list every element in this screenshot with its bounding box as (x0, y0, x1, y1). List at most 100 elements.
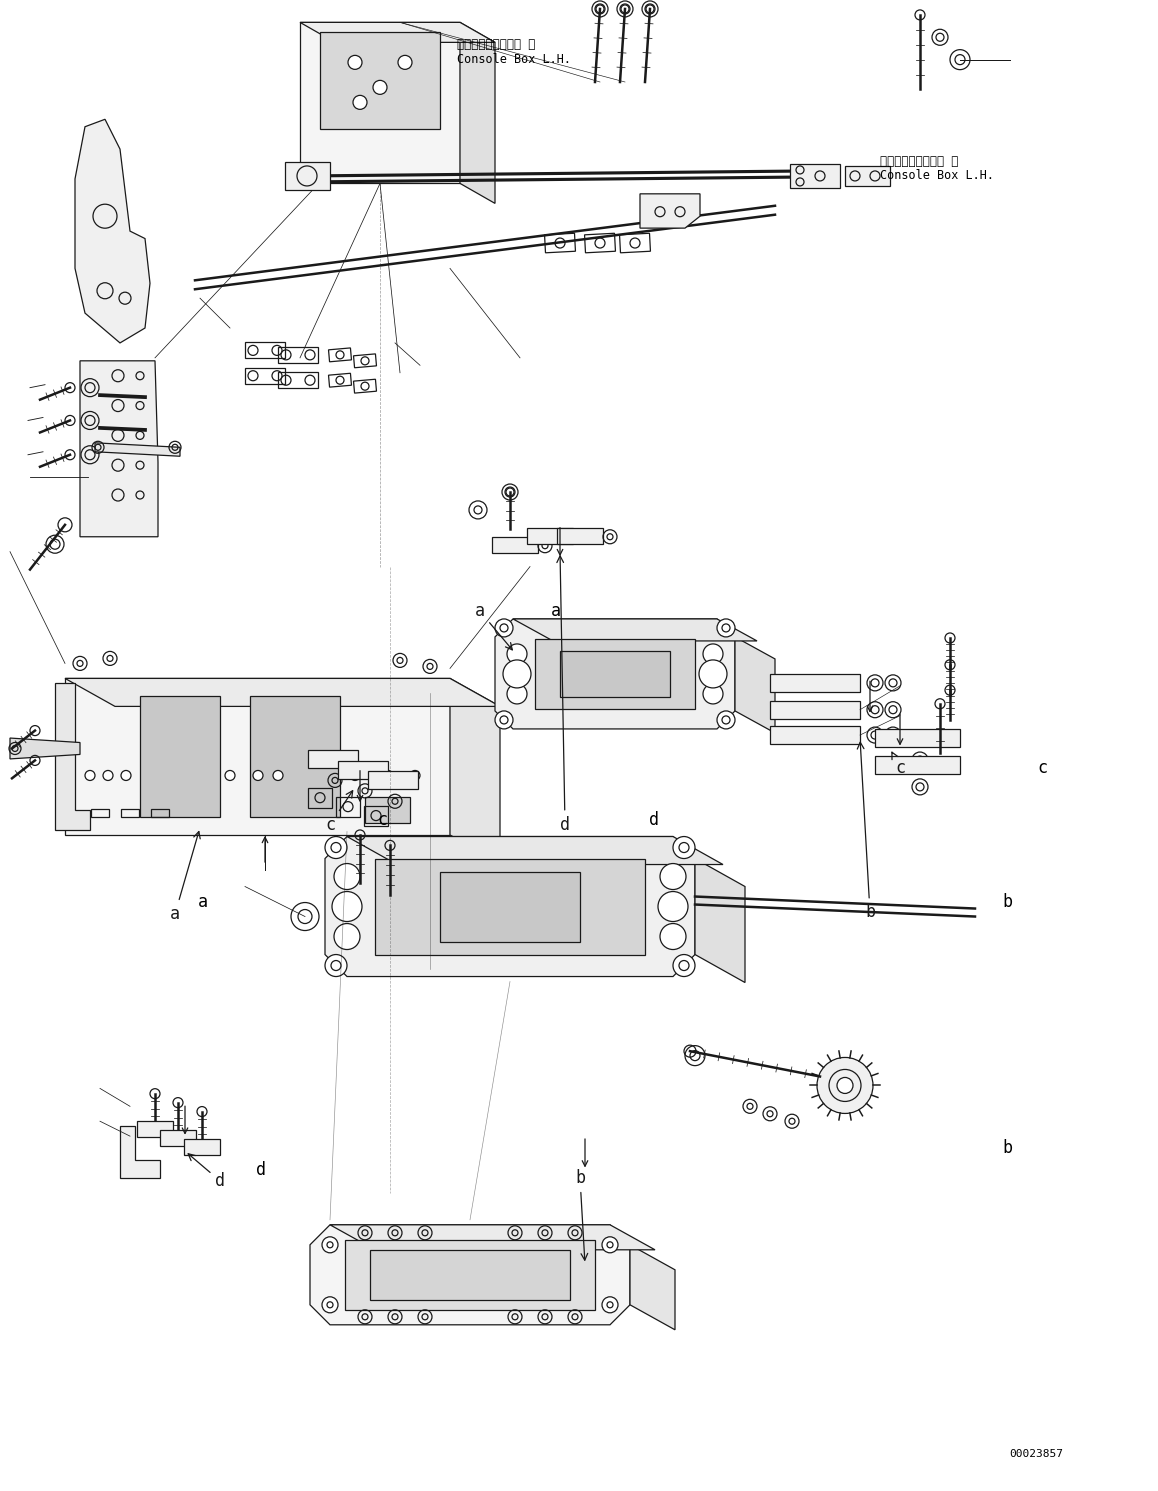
Polygon shape (184, 1139, 220, 1154)
Circle shape (660, 863, 686, 890)
Text: d: d (557, 556, 570, 833)
Polygon shape (320, 31, 440, 128)
Polygon shape (160, 1130, 196, 1145)
Polygon shape (75, 119, 151, 343)
Polygon shape (330, 1224, 655, 1249)
Circle shape (85, 771, 95, 780)
Polygon shape (300, 22, 460, 183)
Circle shape (325, 836, 347, 859)
Circle shape (602, 1238, 618, 1252)
Circle shape (325, 954, 347, 977)
Circle shape (322, 1297, 338, 1312)
Polygon shape (345, 1241, 595, 1309)
Circle shape (507, 684, 527, 704)
Circle shape (353, 95, 367, 109)
Text: a: a (198, 893, 207, 911)
Text: Console Box L.H.: Console Box L.H. (880, 170, 994, 182)
Circle shape (703, 684, 723, 704)
Circle shape (383, 771, 393, 780)
Polygon shape (65, 678, 450, 835)
Circle shape (225, 771, 235, 780)
Text: d: d (256, 1161, 265, 1179)
Polygon shape (770, 674, 860, 692)
Polygon shape (875, 756, 960, 774)
Circle shape (673, 836, 695, 859)
Text: b: b (1003, 1139, 1012, 1157)
Polygon shape (310, 1224, 630, 1325)
Circle shape (322, 1238, 338, 1252)
Text: a: a (475, 602, 512, 650)
Circle shape (494, 619, 513, 637)
Polygon shape (640, 194, 699, 228)
Circle shape (252, 771, 263, 780)
Circle shape (673, 954, 695, 977)
Polygon shape (140, 696, 220, 817)
Circle shape (410, 771, 420, 780)
Text: a: a (551, 602, 560, 620)
Polygon shape (365, 798, 410, 823)
Text: c: c (325, 790, 353, 833)
Text: b: b (857, 743, 875, 921)
Polygon shape (120, 1126, 160, 1178)
Polygon shape (285, 163, 330, 189)
Polygon shape (460, 22, 494, 203)
Polygon shape (10, 738, 80, 759)
Circle shape (332, 892, 362, 921)
Polygon shape (560, 652, 670, 696)
Circle shape (120, 771, 131, 780)
Polygon shape (535, 640, 695, 708)
Polygon shape (845, 166, 891, 186)
Circle shape (818, 1057, 873, 1114)
Text: c: c (378, 811, 387, 829)
Text: 00023857: 00023857 (1010, 1449, 1063, 1458)
Polygon shape (492, 537, 538, 553)
Polygon shape (137, 1121, 173, 1136)
Circle shape (717, 619, 735, 637)
Polygon shape (557, 528, 603, 544)
Polygon shape (513, 619, 757, 641)
Circle shape (398, 55, 412, 70)
Polygon shape (875, 729, 960, 747)
Polygon shape (735, 637, 775, 734)
Polygon shape (325, 836, 695, 977)
Polygon shape (65, 678, 500, 707)
Polygon shape (347, 836, 723, 865)
Polygon shape (95, 443, 179, 456)
Circle shape (602, 1297, 618, 1312)
Text: Console Box L.H.: Console Box L.H. (457, 54, 571, 66)
Circle shape (103, 771, 113, 780)
Polygon shape (250, 696, 340, 817)
Polygon shape (770, 726, 860, 744)
Text: a: a (170, 832, 200, 923)
Text: b: b (1003, 893, 1012, 911)
Polygon shape (371, 1249, 570, 1300)
Polygon shape (300, 22, 494, 42)
Polygon shape (770, 701, 860, 719)
Circle shape (349, 55, 362, 70)
Circle shape (837, 1078, 853, 1093)
Text: c: c (892, 751, 906, 777)
Text: c: c (1038, 759, 1047, 777)
Circle shape (494, 711, 513, 729)
Circle shape (334, 863, 360, 890)
Circle shape (717, 711, 735, 729)
Polygon shape (630, 1245, 675, 1330)
Polygon shape (450, 678, 500, 863)
Polygon shape (790, 164, 840, 188)
Polygon shape (527, 528, 573, 544)
Circle shape (703, 644, 723, 663)
Circle shape (660, 923, 686, 950)
Polygon shape (54, 683, 90, 830)
Polygon shape (695, 859, 745, 983)
Circle shape (507, 644, 527, 663)
Circle shape (334, 923, 360, 950)
Polygon shape (80, 361, 157, 537)
Circle shape (273, 771, 283, 780)
Circle shape (503, 661, 532, 687)
Text: b: b (576, 1169, 588, 1260)
Polygon shape (375, 859, 645, 954)
Text: コンソールボックス 左: コンソールボックス 左 (880, 155, 959, 167)
Text: コンソールボックス 左: コンソールボックス 左 (457, 39, 536, 51)
Polygon shape (368, 771, 418, 789)
Text: d: d (650, 811, 659, 829)
